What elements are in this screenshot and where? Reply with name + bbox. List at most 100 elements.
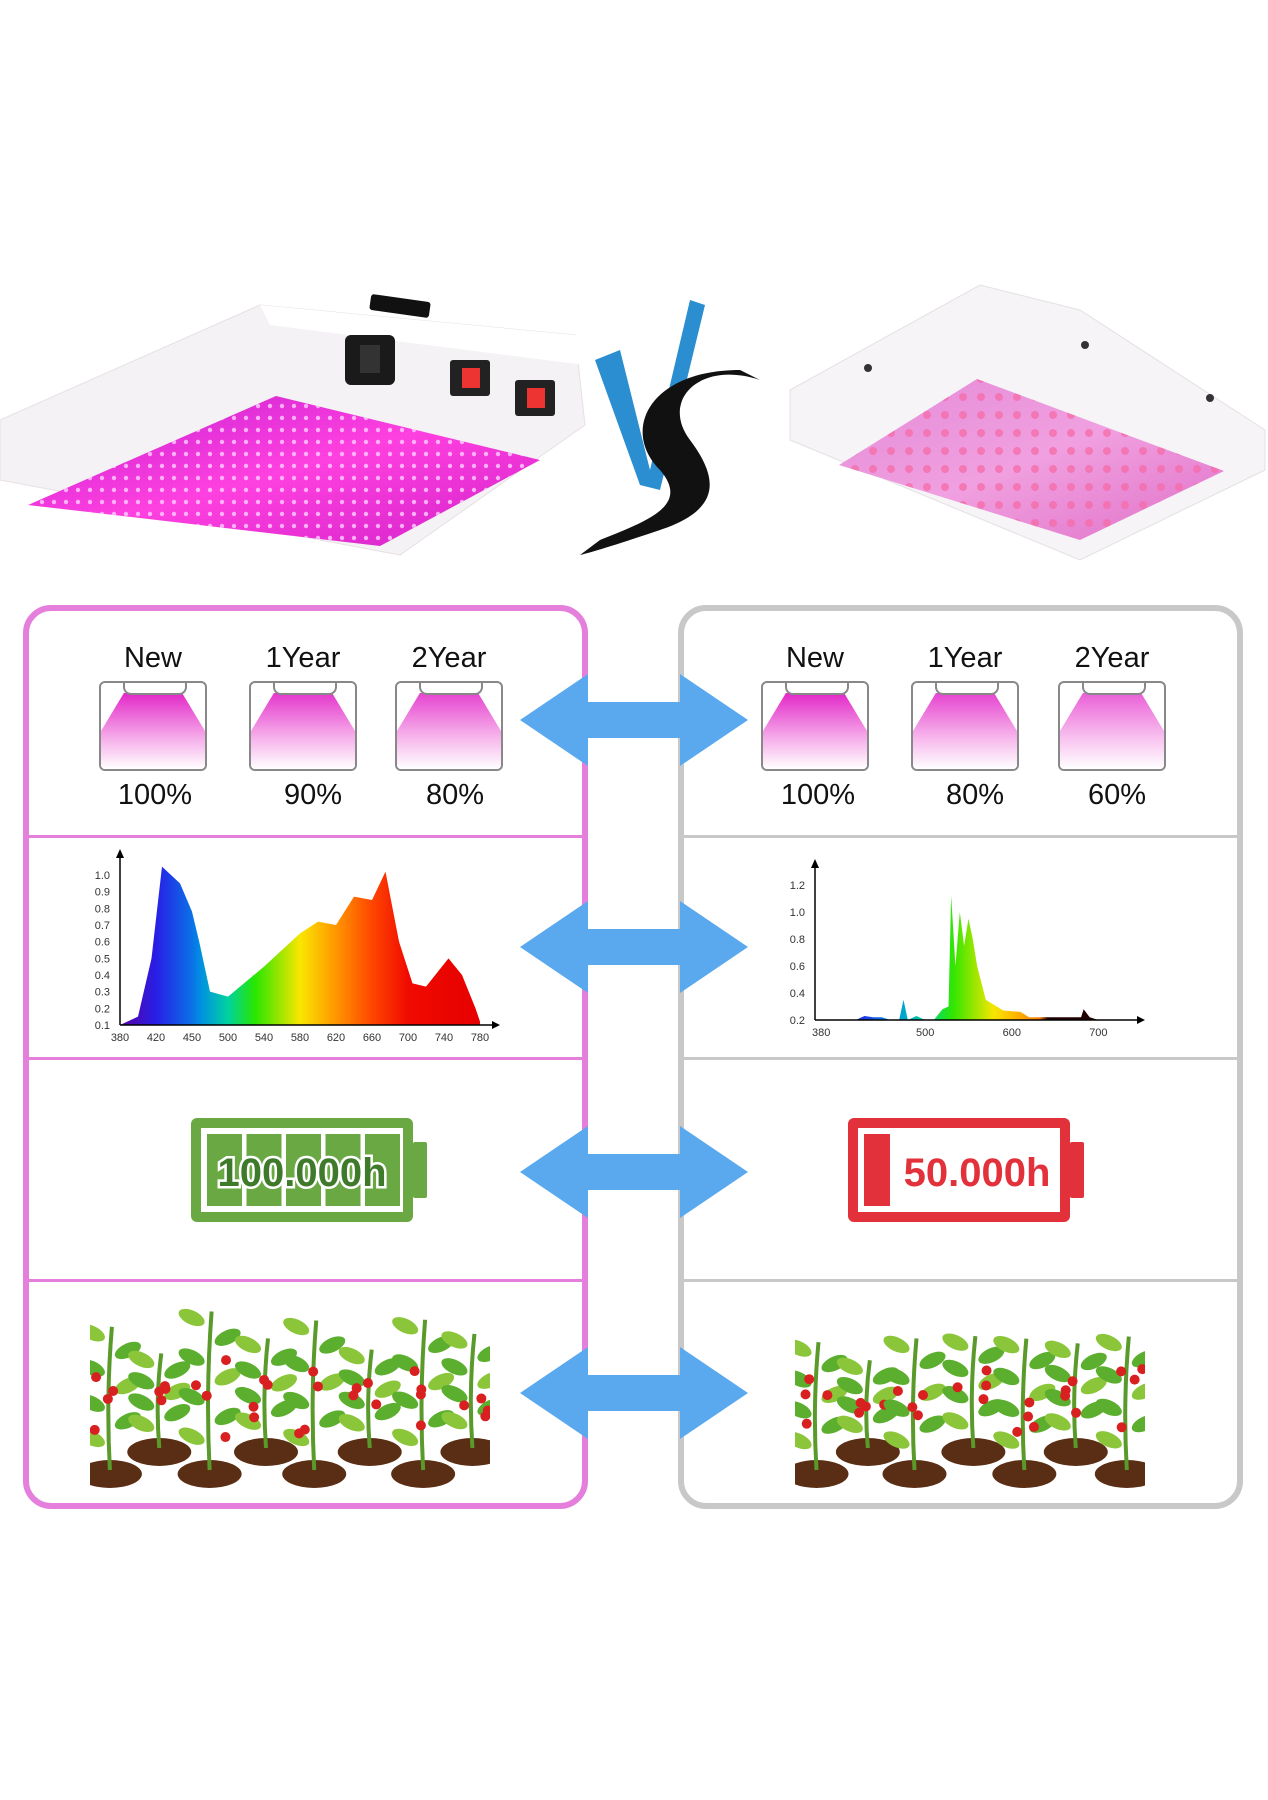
leaf — [270, 1374, 298, 1392]
tomato — [220, 1432, 231, 1443]
stem — [1123, 1336, 1131, 1471]
y-tick-label: 0.2 — [95, 1003, 110, 1015]
leaf — [836, 1357, 863, 1375]
stem — [310, 1320, 319, 1471]
vs-logo — [580, 300, 760, 555]
tomato — [860, 1401, 871, 1412]
battery-cell — [365, 1134, 400, 1206]
lifespan-text: 50.000h — [904, 1151, 1051, 1195]
decay-percent: 80% — [425, 779, 485, 811]
tomato — [952, 1382, 963, 1393]
old-led-grow-light-image — [789, 284, 1266, 561]
row-divider — [684, 835, 1237, 838]
decay-percent: 100% — [780, 779, 856, 811]
tomato — [312, 1381, 323, 1392]
tomato-plant — [795, 1339, 849, 1488]
y-axis-arrow — [116, 849, 124, 858]
power-switch-icon — [450, 360, 555, 416]
x-tick-label: 700 — [1089, 1027, 1107, 1039]
tomato — [1071, 1407, 1082, 1418]
leaf — [338, 1369, 365, 1387]
leaf — [90, 1324, 105, 1342]
leaf — [128, 1372, 155, 1390]
decay-label: New — [785, 642, 844, 674]
double-arrow-icon — [520, 1126, 748, 1218]
leaf — [441, 1385, 468, 1403]
battery-level — [864, 1134, 890, 1206]
leaf — [441, 1358, 468, 1376]
x-tick-label: 380 — [111, 1032, 129, 1044]
leaf — [872, 1386, 899, 1404]
tomato — [917, 1389, 928, 1400]
stem — [969, 1335, 978, 1449]
light-intensity-icon — [911, 681, 1019, 771]
x-axis-arrow — [492, 1021, 500, 1029]
decay-percent: 60% — [1087, 779, 1147, 811]
tomato — [912, 1410, 923, 1421]
battery-lifespan-new: 100.000h — [191, 1118, 427, 1222]
battery-cell — [325, 1134, 361, 1206]
leaf — [1095, 1398, 1122, 1417]
leaf — [1029, 1351, 1056, 1370]
x-tick-label: 740 — [435, 1032, 453, 1044]
leaf — [795, 1370, 812, 1388]
stem — [366, 1349, 374, 1449]
leaf — [1044, 1340, 1071, 1359]
leaf — [164, 1361, 191, 1379]
tomato — [1137, 1364, 1145, 1375]
light-intensity-icon — [761, 681, 869, 771]
tomato-plant — [127, 1350, 192, 1466]
leaf — [319, 1373, 346, 1391]
tomato — [249, 1412, 260, 1423]
soil-mound — [1094, 1460, 1145, 1488]
y-tick-label: 0.6 — [95, 937, 110, 949]
y-axis-arrow — [811, 859, 819, 868]
leaf — [1095, 1366, 1122, 1384]
x-tick-label: 380 — [812, 1027, 830, 1039]
leaf — [234, 1335, 262, 1354]
x-tick-label: 500 — [219, 1032, 237, 1044]
spectrum-area — [821, 895, 1099, 1020]
x-axis-arrow — [1137, 1016, 1145, 1024]
tomato — [459, 1400, 470, 1411]
y-tick-label: 0.8 — [790, 934, 805, 946]
power-socket-icon — [345, 294, 431, 385]
tomato — [907, 1402, 918, 1413]
tomato — [102, 1393, 113, 1404]
leaf — [441, 1411, 468, 1430]
x-tick-label: 420 — [147, 1032, 165, 1044]
leaf — [319, 1410, 346, 1428]
soil-mound — [835, 1438, 900, 1466]
leaf — [1131, 1414, 1145, 1433]
leaf — [1095, 1333, 1122, 1352]
comparison-arrows — [520, 674, 748, 1439]
leaf — [90, 1429, 105, 1448]
tomato — [362, 1378, 373, 1389]
leaf — [128, 1350, 155, 1369]
leaf — [178, 1427, 205, 1445]
decay-percent: 90% — [283, 779, 343, 811]
leaf — [795, 1431, 812, 1450]
double-arrow-icon — [520, 674, 748, 766]
tomato — [476, 1393, 487, 1404]
leaf — [836, 1376, 863, 1395]
leaf — [836, 1415, 863, 1434]
tomato — [190, 1380, 201, 1391]
leaf — [234, 1386, 262, 1405]
tomato — [371, 1399, 382, 1410]
x-tick-label: 450 — [183, 1032, 201, 1044]
row-divider — [684, 1057, 1237, 1060]
tomato — [308, 1366, 319, 1377]
y-tick-label: 1.2 — [790, 880, 805, 892]
decay-label: 2Year — [1074, 642, 1150, 674]
leaf — [128, 1393, 155, 1411]
tomato — [892, 1386, 903, 1397]
row-divider — [29, 1057, 582, 1060]
leaf — [178, 1348, 205, 1366]
tomato — [409, 1366, 420, 1377]
leaf — [392, 1391, 419, 1409]
leaf — [338, 1414, 365, 1432]
battery-cell — [286, 1134, 321, 1206]
tomato — [978, 1394, 989, 1405]
soil-mound — [127, 1438, 192, 1466]
